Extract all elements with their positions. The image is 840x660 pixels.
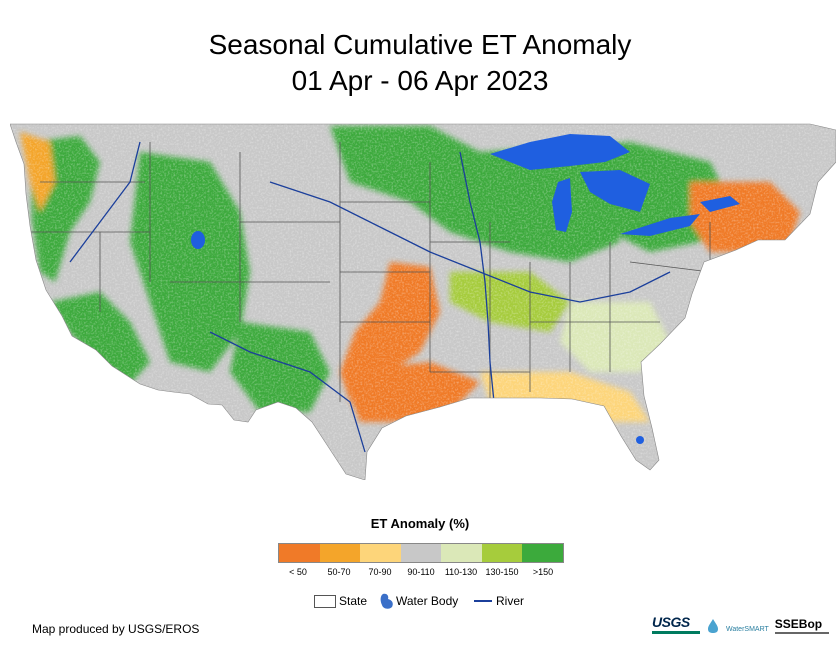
water-bodies (191, 134, 740, 444)
legend-swatch-70-90 (360, 544, 401, 562)
legend-label-90-110: 90-110 (407, 567, 435, 577)
legend-swatch-110-130 (441, 544, 482, 562)
lake-erie (620, 214, 700, 236)
legend-swatch-gt150 (522, 544, 564, 562)
map-credit: Map produced by USGS/EROS (32, 622, 200, 636)
lake-michigan (552, 178, 572, 232)
et-anomaly-map (10, 123, 836, 480)
legend-swatch-90-110 (400, 544, 442, 562)
ssebop-logo: SSEBop (774, 617, 829, 634)
rivers (69, 141, 671, 453)
legend-key-river-label: River (496, 594, 525, 608)
water-body-icon (380, 593, 393, 609)
river-line-icon (474, 600, 492, 602)
legend-key-state-label: State (339, 594, 368, 608)
legend-key-water-body-label: Water Body (396, 594, 459, 608)
legend-color-scale (278, 543, 564, 563)
lake-okeechobee (636, 436, 644, 444)
watersmart-logo: WaterSMART (726, 626, 769, 633)
map-date-range: 01 Apr - 06 Apr 2023 (291, 65, 549, 96)
water-drop-icon (708, 619, 718, 633)
lake-ontario (700, 196, 740, 212)
legend-label-70-90: 70-90 (368, 567, 392, 577)
agency-logos: USGS WaterSMART SSEBop (652, 614, 829, 634)
great-salt-lake (191, 231, 205, 249)
usgs-logo-bar (652, 631, 700, 634)
vegetation-texture (10, 124, 836, 480)
legend-label-lt50: < 50 (289, 567, 307, 577)
state-outline-icon (314, 594, 336, 608)
legend-key-river: River (474, 592, 524, 610)
lake-superior (490, 134, 630, 170)
legend-label-gt150: >150 (532, 567, 554, 577)
legend-swatch-50-70 (319, 544, 361, 562)
legend-label-110-130: 110-130 (444, 567, 478, 577)
ssebop-logo-bar (774, 632, 829, 634)
legend-title: ET Anomaly (%) (370, 516, 470, 531)
state-boundaries (30, 142, 711, 402)
ssebop-logo-text: SSEBop (774, 617, 823, 631)
legend-swatch-130-150 (481, 544, 523, 562)
usgs-logo-text: USGS (652, 614, 690, 630)
usgs-logo: USGS (652, 614, 700, 634)
legend-key-water-body: Water Body (378, 592, 458, 610)
legend-label-50-70: 50-70 (327, 567, 351, 577)
country-outline (10, 123, 836, 480)
legend-key-state: State (314, 592, 367, 610)
lake-huron (580, 170, 650, 212)
legend-swatch-lt50 (279, 544, 320, 562)
map-title: Seasonal Cumulative ET Anomaly (208, 29, 632, 60)
legend-label-130-150: 130-150 (485, 567, 519, 577)
